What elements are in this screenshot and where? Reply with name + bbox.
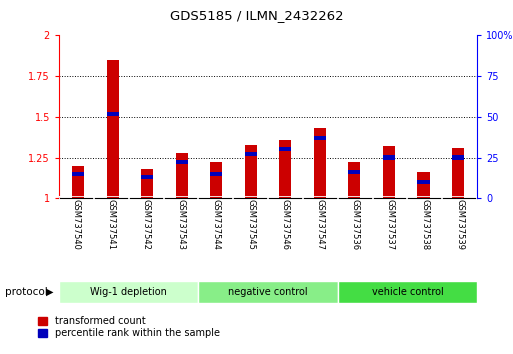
Text: GSM737537: GSM737537	[385, 199, 394, 250]
Bar	[314, 136, 326, 140]
Bar	[175, 160, 188, 165]
Bar	[314, 128, 326, 198]
Bar	[141, 169, 153, 198]
Bar	[383, 146, 395, 198]
Bar	[452, 155, 464, 160]
Bar	[72, 166, 84, 198]
Bar	[72, 172, 84, 176]
Bar	[279, 139, 291, 198]
Bar	[452, 148, 464, 198]
Text: GSM737542: GSM737542	[142, 199, 151, 250]
Text: GSM737538: GSM737538	[420, 199, 429, 250]
Bar	[175, 153, 188, 198]
Text: GSM737540: GSM737540	[72, 199, 81, 250]
Text: GSM737547: GSM737547	[316, 199, 325, 250]
Text: GSM737541: GSM737541	[107, 199, 116, 250]
Bar	[338, 281, 477, 303]
Bar	[418, 172, 429, 198]
Text: negative control: negative control	[228, 287, 308, 297]
Text: Wig-1 depletion: Wig-1 depletion	[90, 287, 167, 297]
Bar	[348, 162, 361, 198]
Text: GSM737543: GSM737543	[176, 199, 185, 250]
Text: GSM737539: GSM737539	[455, 199, 464, 250]
Bar	[383, 155, 395, 160]
Text: protocol: protocol	[5, 287, 48, 297]
Bar	[348, 170, 361, 174]
Bar	[245, 144, 257, 198]
Bar	[279, 147, 291, 152]
Bar	[210, 172, 222, 176]
Text: GSM737544: GSM737544	[211, 199, 220, 250]
Bar	[141, 175, 153, 179]
Text: ▶: ▶	[46, 287, 54, 297]
Bar	[210, 162, 222, 198]
Bar	[199, 281, 338, 303]
Text: GSM737545: GSM737545	[246, 199, 255, 250]
Bar	[59, 281, 199, 303]
Legend: transformed count, percentile rank within the sample: transformed count, percentile rank withi…	[38, 316, 220, 338]
Bar	[418, 180, 429, 184]
Text: GSM737546: GSM737546	[281, 199, 290, 250]
Text: vehicle control: vehicle control	[371, 287, 443, 297]
Text: GDS5185 / ILMN_2432262: GDS5185 / ILMN_2432262	[170, 9, 343, 22]
Bar	[245, 152, 257, 156]
Bar	[107, 112, 119, 116]
Text: GSM737536: GSM737536	[351, 199, 360, 250]
Bar	[107, 60, 119, 198]
